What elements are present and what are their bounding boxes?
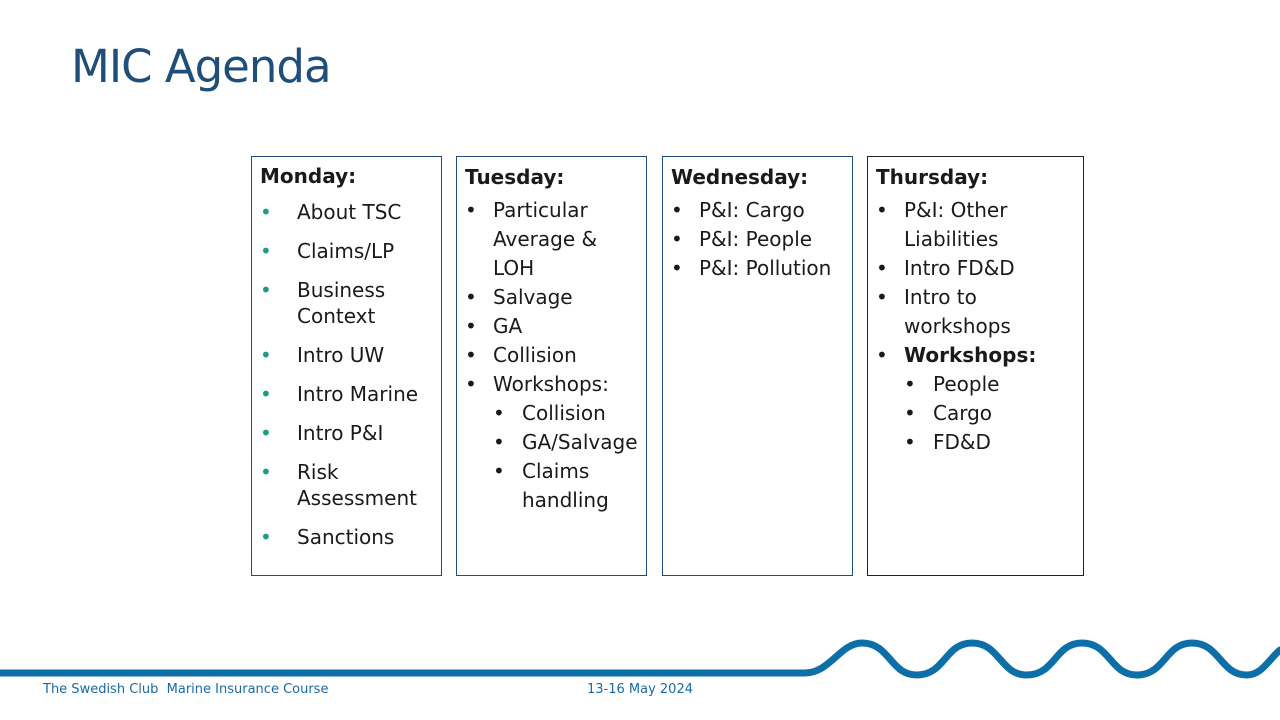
list-item: Claims/LP [260,238,433,264]
list-item: Salvage [465,283,638,312]
thursday-box: Thursday: P&I: Other Liabilities Intro F… [867,156,1084,576]
wednesday-heading: Wednesday: [671,165,809,189]
footer-date: 13-16 May 2024 [587,682,693,697]
tuesday-box: Tuesday: Particular Average & LOH Salvag… [456,156,647,576]
list-item: About TSC [260,199,433,225]
list-item: P&I: People [671,225,844,254]
list-item: Risk Assessment [260,459,433,511]
monday-list: About TSC Claims/LP Business Context Int… [260,199,433,550]
thursday-list: P&I: Other Liabilities Intro FD&D Intro … [876,196,1075,457]
monday-heading: Monday: [260,164,357,188]
list-item: GA/Salvage [493,428,638,457]
monday-box: Monday: About TSC Claims/LP Business Con… [251,156,442,576]
list-item: Sanctions [260,524,433,550]
list-item: FD&D [904,428,1075,457]
list-item: P&I: Cargo [671,196,844,225]
list-item: Workshops: Collision GA/Salvage Claims h… [465,370,638,515]
tuesday-heading: Tuesday: [465,165,565,189]
thursday-workshops-list: People Cargo FD&D [904,370,1075,457]
list-item: Collision [465,341,638,370]
workshops-label: Workshops: [904,343,1037,367]
list-item: Intro UW [260,342,433,368]
list-item: Particular Average & LOH [465,196,603,283]
thursday-heading: Thursday: [876,165,989,189]
list-item: Claims handling [493,457,612,515]
list-item: Collision [493,399,638,428]
wave-line [0,639,1280,679]
list-item: P&I: Other Liabilities [876,196,1034,254]
workshops-label: Workshops: [493,372,609,396]
list-item: Intro FD&D [876,254,1075,283]
list-item: People [904,370,1075,399]
page-title: MIC Agenda [71,40,332,93]
list-item: GA [465,312,638,341]
tuesday-workshops-list: Collision GA/Salvage Claims handling [493,399,638,515]
list-item: P&I: Pollution [671,254,844,283]
footer-organization: The Swedish Club Marine Insurance Course [43,682,329,697]
list-item: Business Context [260,277,433,329]
wave-decoration [0,639,1280,679]
list-item: Cargo [904,399,1075,428]
wednesday-box: Wednesday: P&I: Cargo P&I: People P&I: P… [662,156,853,576]
list-item: Workshops: People Cargo FD&D [876,341,1075,457]
list-item: Intro Marine [260,381,433,407]
list-item: Intro to workshops [876,283,1034,341]
tuesday-list: Particular Average & LOH Salvage GA Coll… [465,196,638,515]
list-item: Intro P&I [260,420,433,446]
wednesday-list: P&I: Cargo P&I: People P&I: Pollution [671,196,844,283]
